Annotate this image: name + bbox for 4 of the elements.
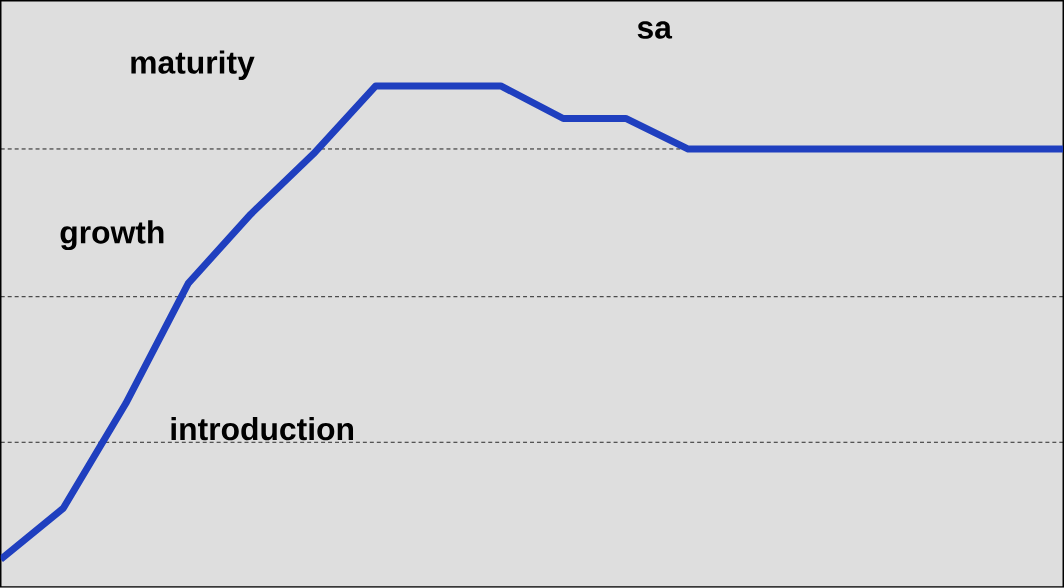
- text: maturity: [131, 50, 255, 81]
- annotation: growth: [60, 220, 164, 251]
- annotation: introduction: [171, 417, 354, 441]
- text: sa: [637, 21, 673, 39]
